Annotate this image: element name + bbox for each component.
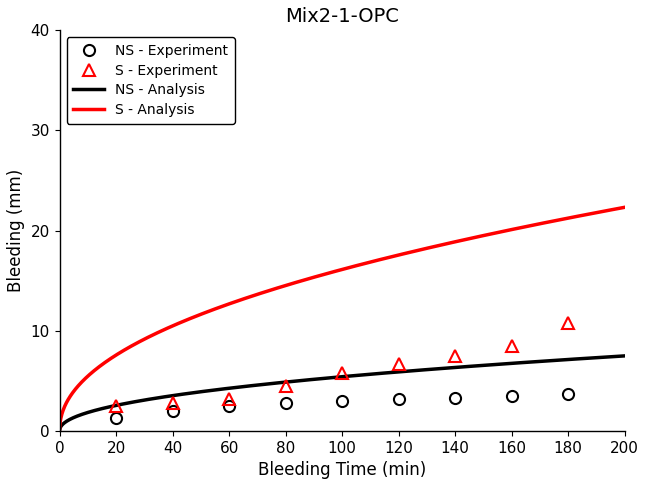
NS - Experiment [564, 391, 572, 397]
X-axis label: Bleeding Time (min): Bleeding Time (min) [258, 461, 426, 479]
NS - Experiment [452, 395, 459, 400]
Line: NS - Analysis: NS - Analysis [59, 356, 625, 430]
S - Experiment [225, 396, 233, 401]
S - Experiment [508, 343, 516, 348]
Legend: NS - Experiment, S - Experiment, NS - Analysis, S - Analysis: NS - Experiment, S - Experiment, NS - An… [67, 37, 235, 124]
S - Experiment [339, 370, 346, 376]
S - Analysis [496, 229, 504, 235]
NS - Analysis [496, 361, 504, 367]
S - Analysis [284, 282, 292, 288]
S - Analysis [506, 227, 514, 233]
NS - Experiment [395, 396, 402, 401]
Title: Mix2-1-OPC: Mix2-1-OPC [285, 7, 399, 26]
S - Experiment [564, 320, 572, 326]
NS - Experiment [225, 403, 233, 409]
NS - Experiment [282, 400, 289, 406]
S - Analysis [444, 241, 452, 246]
NS - Analysis [284, 379, 292, 385]
Line: NS - Experiment: NS - Experiment [110, 388, 574, 423]
S - Analysis [114, 351, 121, 357]
S - Analysis [621, 205, 629, 210]
NS - Experiment [508, 393, 516, 399]
Y-axis label: Bleeding (mm): Bleeding (mm) [7, 169, 25, 292]
NS - Analysis [305, 377, 313, 383]
NS - Analysis [56, 427, 63, 433]
S - Analysis [56, 426, 63, 432]
Line: S - Experiment: S - Experiment [110, 317, 574, 411]
NS - Analysis [444, 365, 452, 371]
NS - Experiment [169, 408, 176, 414]
NS - Experiment [339, 398, 346, 404]
Line: S - Analysis: S - Analysis [59, 208, 625, 429]
S - Experiment [112, 403, 120, 409]
NS - Analysis [621, 353, 629, 359]
S - Experiment [169, 400, 176, 406]
S - Experiment [395, 361, 402, 366]
S - Analysis [305, 276, 313, 282]
S - Experiment [282, 383, 289, 389]
NS - Analysis [114, 402, 121, 408]
NS - Analysis [506, 361, 514, 366]
NS - Experiment [112, 415, 120, 421]
S - Experiment [452, 353, 459, 359]
